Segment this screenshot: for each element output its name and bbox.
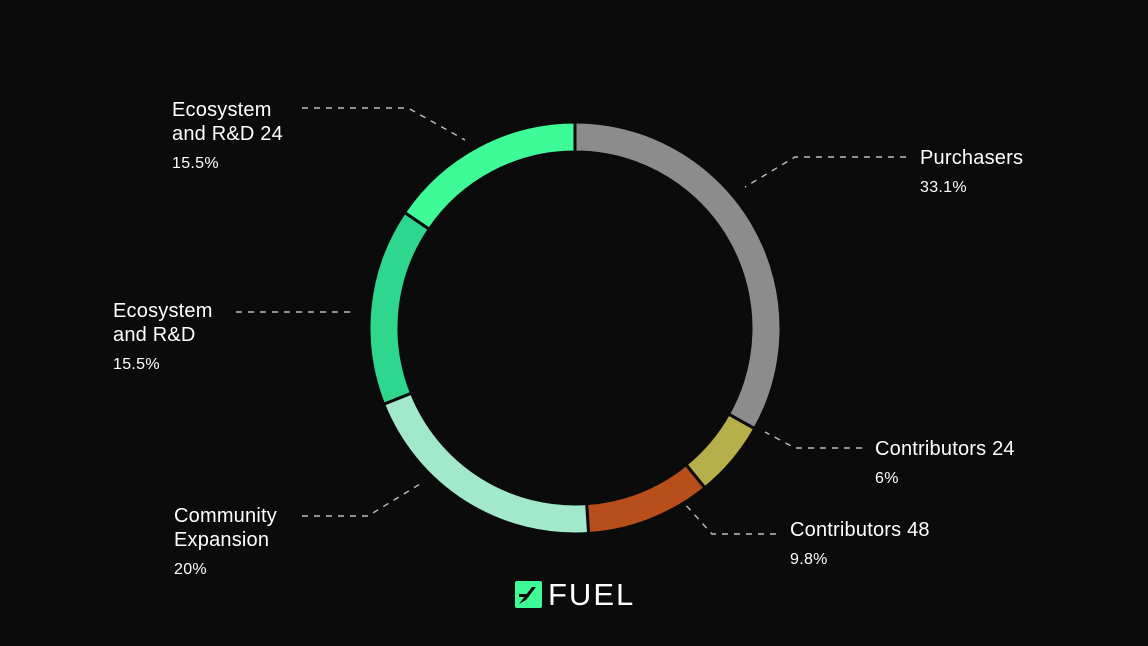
label-connectors <box>236 107 906 535</box>
fuel-logo-wordmark: FUEL <box>548 576 636 612</box>
label-contributors48: Contributors 48 9.8% <box>790 518 930 569</box>
connector-contributors48 <box>683 502 776 535</box>
donut-slices <box>367 120 783 536</box>
connector-community <box>302 483 421 517</box>
label-purchasers-pct: 33.1% <box>920 179 967 196</box>
label-ecosystem: Ecosystem and R&D 15.5% <box>113 299 213 374</box>
label-contributors48-pct: 9.8% <box>790 551 828 568</box>
label-ecosystem24-line1: Ecosystem <box>172 99 272 121</box>
label-ecosystem24: Ecosystem and R&D 24 15.5% <box>172 98 283 173</box>
label-contributors24-pct: 6% <box>875 470 899 487</box>
slice-ecosystem <box>367 210 432 407</box>
label-ecosystem-line1: Ecosystem <box>113 300 213 322</box>
fuel-logo: FUEL <box>515 578 641 610</box>
connector-ecosystem24 <box>302 107 466 141</box>
label-contributors48-line1: Contributors 48 <box>790 519 930 541</box>
fuel-logo-icon-bar <box>519 593 529 597</box>
slice-purchasers <box>573 120 783 431</box>
slice-ecosystem24 <box>402 120 577 232</box>
connector-purchasers <box>744 156 906 188</box>
label-contributors24: Contributors 24 6% <box>875 437 1015 488</box>
fuel-logo-icon <box>515 580 542 608</box>
slice-contributors48 <box>585 462 708 536</box>
label-ecosystem24-line2: and R&D 24 <box>172 123 283 145</box>
slice-community <box>381 391 591 536</box>
label-ecosystem24-pct: 15.5% <box>172 155 219 172</box>
label-purchasers-line1: Purchasers <box>920 147 1024 169</box>
label-contributors24-line1: Contributors 24 <box>875 438 1015 460</box>
label-community-line2: Expansion <box>174 529 270 551</box>
label-community-pct: 20% <box>174 561 207 578</box>
label-ecosystem-line2: and R&D <box>113 324 196 346</box>
label-community-line1: Community <box>174 505 277 527</box>
label-community: Community Expansion 20% <box>174 504 277 579</box>
connector-contributors24 <box>764 431 862 449</box>
label-ecosystem-pct: 15.5% <box>113 356 160 373</box>
label-purchasers: Purchasers 33.1% <box>920 146 1023 197</box>
